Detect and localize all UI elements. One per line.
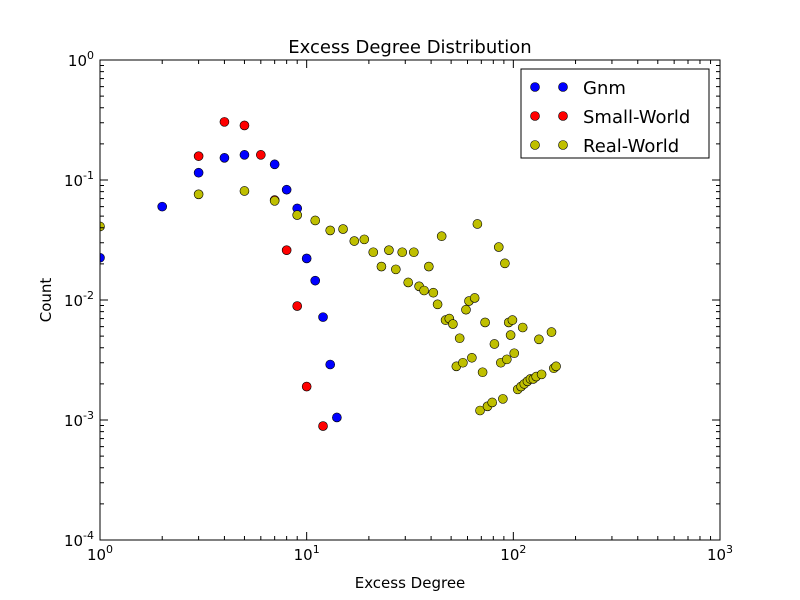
data-point-real-world xyxy=(419,285,429,296)
data-point-real-world xyxy=(376,261,387,272)
data-point-small-world xyxy=(239,120,250,131)
legend-label: Small-World xyxy=(583,107,690,128)
data-point-gnm xyxy=(310,275,321,286)
data-point-real-world xyxy=(384,245,394,255)
y-tick-label: 10-4 xyxy=(64,529,94,550)
data-point-real-world xyxy=(500,258,510,269)
data-point-real-world xyxy=(487,397,497,408)
data-point-real-world xyxy=(517,322,528,333)
y-tick-label: 10-1 xyxy=(64,169,94,190)
data-point-real-world xyxy=(397,247,408,258)
data-point-real-world xyxy=(338,224,348,234)
data-point-gnm xyxy=(281,184,292,195)
legend: Gnm Small-World Real-World xyxy=(520,68,710,159)
data-point-real-world xyxy=(349,236,360,246)
data-point-gnm xyxy=(157,201,168,212)
legend-marker xyxy=(558,82,568,92)
data-point-real-world xyxy=(403,277,414,288)
legend-marker xyxy=(558,111,568,121)
data-point-real-world xyxy=(428,287,439,298)
data-point-small-world xyxy=(281,245,292,255)
data-point-real-world xyxy=(461,304,471,315)
data-point-real-world xyxy=(436,231,447,242)
data-point-gnm xyxy=(301,253,312,264)
data-point-real-world xyxy=(475,405,485,416)
data-point-real-world xyxy=(505,330,516,340)
data-point-gnm xyxy=(239,150,250,160)
data-point-small-world xyxy=(256,150,266,160)
data-point-real-world xyxy=(359,234,370,245)
data-point-real-world xyxy=(498,394,508,404)
data-point-real-world xyxy=(480,317,490,328)
data-point-real-world xyxy=(469,293,480,303)
data-point-gnm xyxy=(269,159,280,170)
data-point-real-world xyxy=(551,361,561,372)
y-tick-label: 10-3 xyxy=(64,409,94,430)
plot-area: 100 101 102 103 10-4 10-3 10-2 10-1 100 xyxy=(64,49,733,564)
legend-box xyxy=(520,68,710,159)
x-tick-label: 103 xyxy=(707,543,733,564)
data-point-gnm xyxy=(193,167,204,178)
legend-label: Real-World xyxy=(583,136,679,157)
data-point-real-world xyxy=(424,261,434,272)
y-tick-label: 10-2 xyxy=(64,289,94,310)
data-point-real-world xyxy=(292,210,303,220)
data-point-small-world xyxy=(292,301,303,311)
x-axis-label: Excess Degree xyxy=(355,574,466,592)
data-point-real-world xyxy=(489,339,500,349)
data-point-real-world xyxy=(454,333,465,344)
data-point-real-world xyxy=(493,242,504,252)
x-tick-label: 102 xyxy=(500,543,526,564)
legend-label: Gnm xyxy=(583,78,626,99)
data-point-real-world xyxy=(477,367,488,378)
legend-marker xyxy=(558,140,568,150)
data-point-real-world xyxy=(193,189,204,200)
legend-marker xyxy=(530,111,540,121)
data-point-real-world xyxy=(546,327,557,337)
data-point-real-world xyxy=(509,348,520,359)
data-point-real-world xyxy=(310,215,321,226)
data-point-small-world xyxy=(318,421,328,431)
chart-title: Excess Degree Distribution xyxy=(288,37,531,58)
data-point-gnm xyxy=(325,359,336,370)
data-point-small-world xyxy=(193,151,204,161)
legend-marker xyxy=(530,140,540,150)
data-point-real-world xyxy=(534,334,544,345)
data-point-real-world xyxy=(368,247,379,258)
data-point-gnm xyxy=(219,153,230,163)
data-point-gnm xyxy=(318,312,328,322)
y-tick-label: 100 xyxy=(68,49,94,70)
data-point-real-world xyxy=(458,357,468,368)
x-tick-label: 100 xyxy=(87,543,113,564)
data-point-real-world xyxy=(448,319,458,329)
data-point-small-world xyxy=(219,117,230,127)
data-point-real-world xyxy=(467,352,477,363)
data-point-real-world xyxy=(507,315,518,325)
data-point-small-world xyxy=(301,381,312,392)
data-point-real-world xyxy=(391,264,401,275)
data-point-real-world xyxy=(269,196,280,206)
points-layer xyxy=(100,117,561,431)
data-point-real-world xyxy=(100,221,105,232)
data-point-real-world xyxy=(325,225,336,236)
data-point-gnm xyxy=(332,412,342,423)
legend-marker xyxy=(530,82,540,92)
y-axis-label: Count xyxy=(37,278,55,323)
data-point-real-world xyxy=(472,219,483,229)
data-point-real-world xyxy=(536,369,547,380)
x-tick-label: 101 xyxy=(294,543,320,564)
data-point-real-world xyxy=(502,354,512,365)
data-point-real-world xyxy=(409,247,419,258)
data-point-gnm xyxy=(100,252,105,263)
ticks-layer: 100 101 102 103 10-4 10-3 10-2 10-1 100 xyxy=(64,49,733,564)
data-point-real-world xyxy=(239,186,250,196)
data-point-real-world xyxy=(432,299,443,310)
